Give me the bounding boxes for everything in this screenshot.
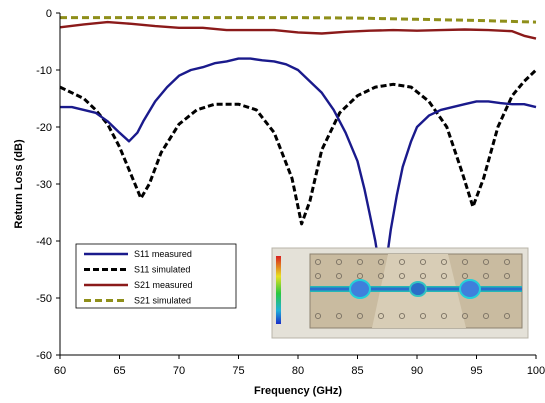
x-tick-label: 60 [54,365,66,377]
via-hole [314,272,322,280]
y-tick-label: -10 [36,65,52,77]
x-tick-label: 65 [113,365,125,377]
legend-items: S11 measured S11 simulated S21 measured S21… [84,249,193,306]
x-tick-label: 85 [351,365,363,377]
legend: S11 measured S11 simulated S21 measured S21… [75,243,237,309]
simulation-inset [271,247,529,339]
inset-hotspot-right [459,279,481,299]
inset-colorbar [276,256,281,324]
y-tick-label: -30 [36,179,52,191]
via-hole [314,312,322,320]
x-axis-title: Frequency (GHz) [254,385,342,397]
via-hole [419,312,427,320]
series-layer [59,16,538,283]
x-tick-label: 95 [470,365,482,377]
inset-vias [314,258,511,320]
series-line-s11-measured [60,57,537,283]
via-hole [335,258,343,266]
series-line-s11-simulated [59,68,538,226]
via-hole [398,272,406,280]
via-hole [503,312,511,320]
via-hole [482,258,490,266]
via-hole [356,312,364,320]
y-tick-label: -40 [36,236,52,248]
x-tick-label: 80 [292,365,304,377]
y-tick-label: 0 [46,8,52,20]
via-hole [440,258,448,266]
via-hole [377,258,385,266]
via-hole [503,258,511,266]
via-hole [398,312,406,320]
via-hole [377,312,385,320]
inset-hotspot-left [349,279,371,299]
via-hole [356,272,364,280]
via-hole [461,312,469,320]
via-hole [440,312,448,320]
via-hole [482,272,490,280]
legend-label-s11-measured: S11 measured [134,249,192,259]
series-line-s21-simulated [60,16,537,24]
y-tick-label: -60 [36,350,52,362]
x-tick-label: 70 [173,365,185,377]
via-hole [314,258,322,266]
tick-layer: 60 65 70 75 80 85 90 95 100 0 -10 -20 -30 -40 -50 -60 [36,8,545,377]
via-hole [335,272,343,280]
via-hole [419,272,427,280]
y-axis-title: Return Loss (dB) [13,139,25,229]
x-tick-label: 100 [527,365,545,377]
via-hole [461,272,469,280]
via-hole [440,272,448,280]
series-line-s21-measured [59,20,537,40]
legend-label-s21-measured: S21 measured [134,280,193,290]
via-hole [356,258,364,266]
via-hole [503,272,511,280]
via-hole [335,312,343,320]
legend-label-s21-simulated: S21 simulated [134,296,191,306]
via-hole [461,258,469,266]
inset-hotspot-center [409,281,427,297]
x-tick-label: 75 [232,365,244,377]
x-tick-label: 90 [411,365,423,377]
y-tick-label: -20 [36,122,52,134]
via-hole [482,312,490,320]
y-tick-label: -50 [36,293,52,305]
via-hole [377,272,385,280]
legend-label-s11-simulated: S11 simulated [134,265,190,275]
via-hole [398,258,406,266]
via-hole [419,258,427,266]
